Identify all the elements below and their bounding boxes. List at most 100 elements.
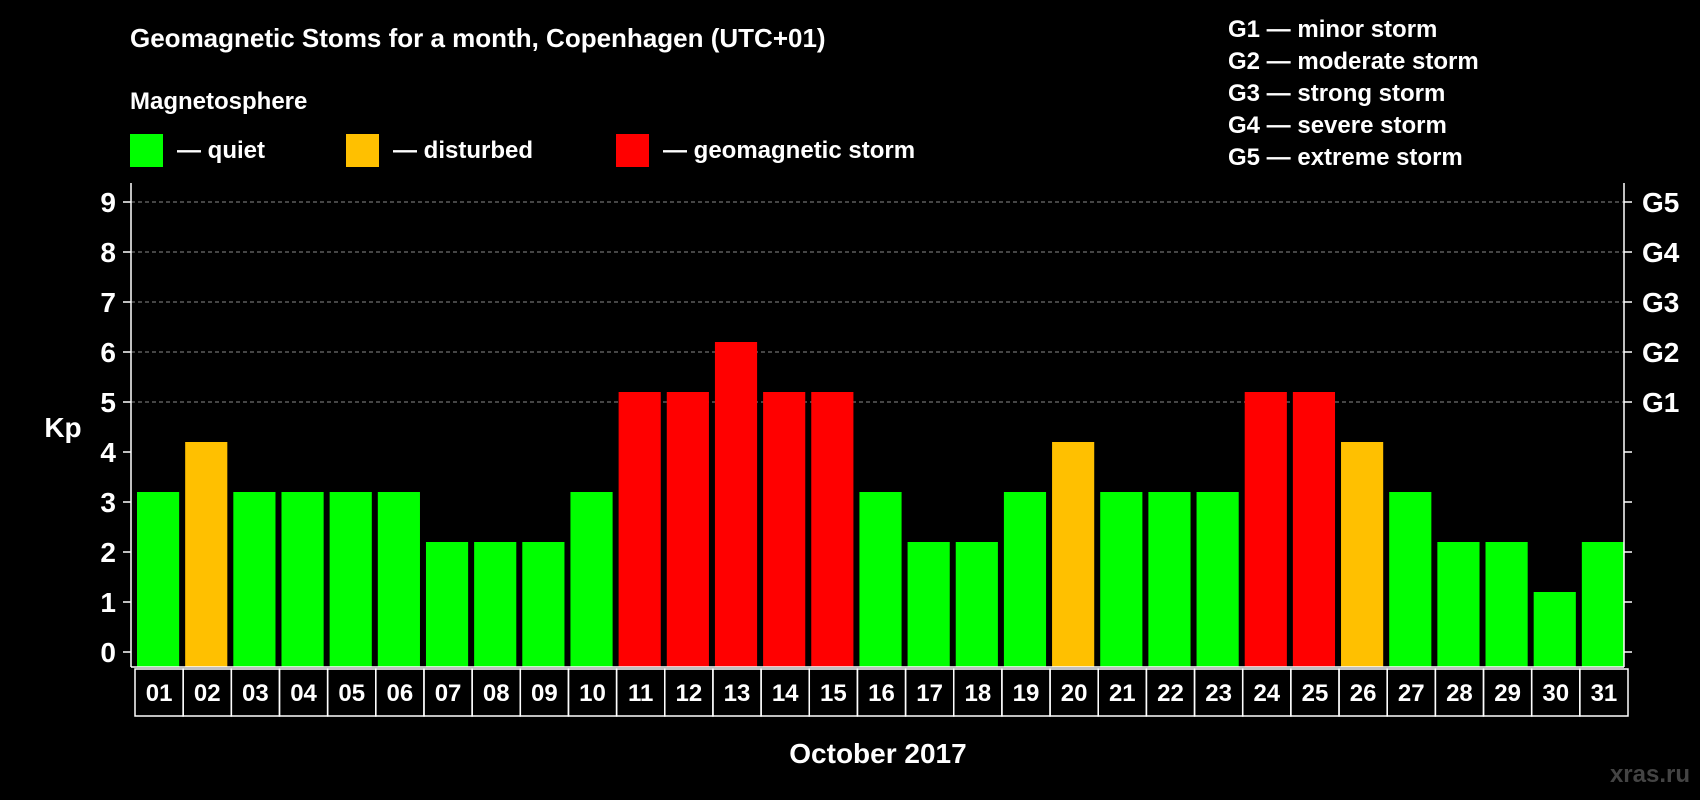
bar-07 (425, 542, 469, 667)
bar-09 (522, 542, 565, 667)
x-tick-label: 28 (1446, 680, 1473, 707)
x-tick-label: 02 (194, 680, 221, 707)
bar-27 (1389, 492, 1432, 667)
right-tick-label: G2 (1642, 337, 1679, 368)
x-tick-label: 04 (290, 680, 317, 707)
x-tick-label: 05 (338, 680, 365, 707)
x-tick-label: 01 (146, 680, 173, 707)
bars (137, 342, 1624, 667)
x-tick-label: 14 (772, 680, 799, 707)
bar-14 (763, 392, 806, 667)
x-tick-label: 17 (916, 680, 943, 707)
y-tick-label: 9 (100, 187, 116, 218)
y-tick-label: 7 (100, 287, 116, 318)
x-tick-label: 18 (964, 680, 991, 707)
right-tick-label: G3 (1642, 287, 1679, 318)
chart-title: Geomagnetic Stoms for a month, Copenhage… (130, 23, 826, 53)
right-tick-label: G4 (1642, 237, 1680, 268)
x-tick-label: 10 (579, 680, 606, 707)
x-tick-label: 12 (676, 680, 703, 707)
y-tick-label: 2 (100, 537, 116, 568)
bar-16 (859, 492, 902, 667)
storm-scale-item: G4 — severe storm (1228, 112, 1447, 139)
storm-scale-item: G1 — minor storm (1228, 16, 1437, 43)
bar-29 (1485, 542, 1528, 667)
right-tick-label: G1 (1642, 387, 1679, 418)
x-tick-label: 03 (242, 680, 269, 707)
x-tick-label: 11 (628, 680, 653, 707)
bar-10 (570, 492, 613, 667)
storm-scale-item: G2 — moderate storm (1228, 48, 1479, 75)
x-tick-label: 29 (1494, 680, 1521, 707)
x-tick-label: 26 (1350, 680, 1377, 707)
bar-21 (1100, 492, 1143, 667)
y-axis: 0 1 2 3 4 5 6 7 8 9 (100, 187, 131, 668)
bar-28 (1437, 542, 1480, 667)
storm-scale-item: G5 — extreme storm (1228, 144, 1463, 171)
bar-08 (474, 542, 517, 667)
x-tick-label: 09 (531, 680, 558, 707)
legend-label-storm: — geomagnetic storm (663, 137, 915, 164)
bar-20 (1052, 442, 1095, 667)
y-tick-label: 4 (100, 437, 116, 468)
x-tick-label: 25 (1302, 680, 1329, 707)
bar-01 (137, 492, 180, 667)
legend-swatch-quiet (130, 134, 163, 167)
x-tick-label: 06 (387, 680, 414, 707)
bar-05 (329, 492, 372, 667)
x-tick-label: 13 (724, 680, 751, 707)
x-tick-label: 21 (1109, 680, 1136, 707)
legend-swatch-storm (616, 134, 649, 167)
x-axis-label: October 2017 (789, 738, 966, 769)
x-tick-label: 20 (1061, 680, 1088, 707)
bar-24 (1244, 392, 1287, 667)
watermark: xras.ru (1610, 761, 1690, 788)
x-tick-label: 30 (1542, 680, 1569, 707)
y-tick-label: 0 (100, 637, 116, 668)
legend-title: Magnetosphere (130, 88, 307, 115)
legend-label-quiet: — quiet (177, 137, 265, 164)
bar-17 (907, 542, 950, 667)
y-axis-label: Kp (44, 412, 81, 443)
storm-scale-list: G1 — minor storm G2 — moderate storm G3 — … (1228, 16, 1479, 171)
bar-26 (1341, 442, 1384, 667)
y-tick-label: 6 (100, 337, 116, 368)
right-axis: G1 G2 G3 G4 G5 (1624, 187, 1680, 653)
storm-scale-item: G3 — strong storm (1228, 80, 1445, 107)
bar-23 (1196, 492, 1239, 667)
bar-22 (1148, 492, 1191, 667)
bar-31 (1581, 542, 1624, 667)
bar-06 (377, 492, 420, 667)
bar-19 (1003, 492, 1047, 667)
bar-03 (233, 492, 276, 667)
bar-02 (185, 442, 228, 667)
x-tick-label: 27 (1398, 680, 1425, 707)
y-tick-label: 5 (100, 387, 116, 418)
legend-swatch-disturbed (346, 134, 379, 167)
legend-label-disturbed: — disturbed (393, 137, 533, 164)
plot-frame (130, 183, 1625, 668)
legend: — quiet — disturbed — geomagnetic storm (130, 134, 915, 167)
x-tick-label: 08 (483, 680, 510, 707)
bar-04 (281, 492, 324, 667)
bar-30 (1533, 592, 1576, 667)
x-tick-label: 31 (1591, 680, 1618, 707)
x-tick-label: 07 (435, 680, 462, 707)
bar-12 (666, 392, 709, 667)
x-axis: 01 02 03 04 05 06 07 08 09 10 11 12 13 14 15 16 17 18 19 20… (134, 668, 1629, 717)
bar-11 (618, 392, 661, 667)
x-tick-label: 22 (1157, 680, 1184, 707)
x-tick-label: 16 (868, 680, 895, 707)
y-tick-label: 1 (100, 587, 116, 618)
x-tick-label: 24 (1253, 680, 1280, 707)
bar-15 (811, 392, 854, 667)
y-tick-label: 8 (100, 237, 116, 268)
x-tick-label: 15 (820, 680, 847, 707)
right-tick-label: G5 (1642, 187, 1679, 218)
x-tick-label: 23 (1205, 680, 1232, 707)
bar-18 (955, 542, 998, 667)
grid-lines (131, 201, 1624, 403)
bar-13 (714, 342, 758, 667)
y-tick-label: 3 (100, 487, 116, 518)
